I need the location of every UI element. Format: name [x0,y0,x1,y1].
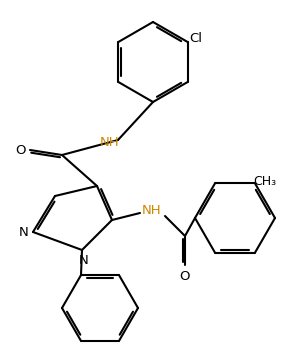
Text: O: O [15,143,25,157]
Text: Cl: Cl [189,31,202,44]
Text: N: N [19,225,29,239]
Text: CH₃: CH₃ [253,175,277,188]
Text: O: O [180,271,190,283]
Text: NH: NH [100,136,120,150]
Text: N: N [79,253,89,267]
Text: NH: NH [142,204,162,216]
